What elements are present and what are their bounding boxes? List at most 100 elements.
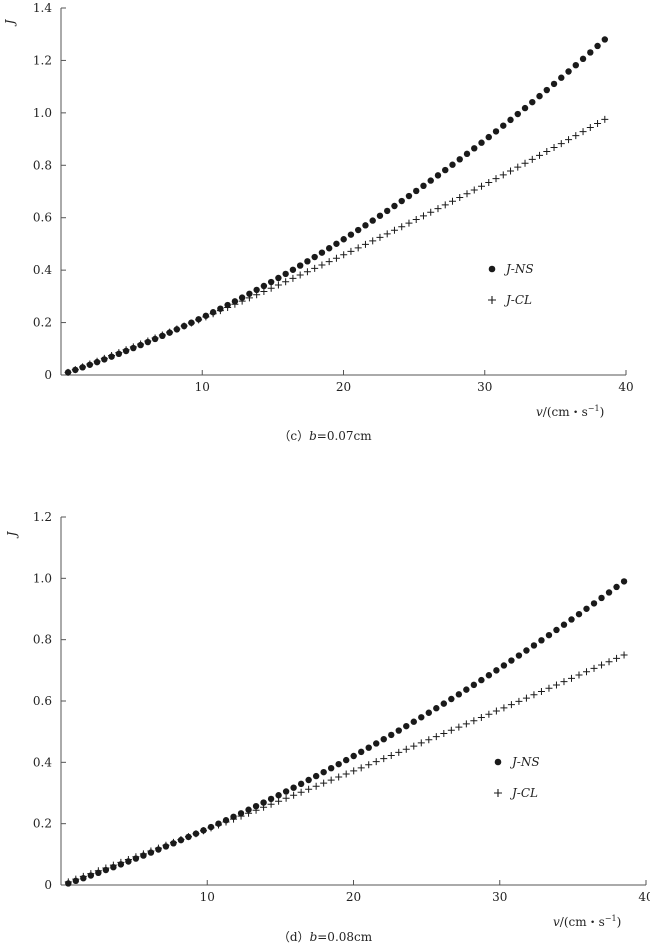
chart-d-x-tick-label: 40 (638, 890, 650, 904)
chart-d-point-j-cl (552, 681, 560, 689)
chart-c-point-j-cl (470, 186, 478, 194)
chart-c-point-j-ns (246, 290, 253, 297)
chart-d-point-j-cl (79, 872, 87, 880)
chart-d-point-j-ns (590, 600, 598, 607)
chart-d-point-j-ns (583, 605, 590, 612)
chart-d-point-j-cl (342, 770, 350, 778)
chart-c-point-j-cl (492, 175, 500, 183)
chart-d-point-j-cl (147, 847, 155, 855)
chart-d-point-j-cl (305, 785, 313, 793)
chart-d-legend-label-j-ns: J-NS (509, 755, 540, 769)
chart-d-point-j-ns (252, 802, 260, 810)
chart-c-point-j-ns (579, 55, 587, 63)
chart-d-caption: （d）b=0.08cm (278, 930, 373, 944)
chart-c-point-j-ns (340, 236, 347, 243)
chart-d-series (64, 578, 628, 887)
chart-c-point-j-ns (384, 207, 391, 215)
chart-c-legend-marker-j-ns (488, 265, 496, 273)
chart-d-point-j-ns (463, 686, 470, 693)
chart-d-point-j-ns (275, 792, 282, 799)
chart-c-point-j-cl (499, 171, 507, 179)
chart-c-point-j-ns (427, 177, 434, 184)
chart-d: 10 20 30 40 0 0.2 0.4 0.6 0.8 1.0 1.2 J v/(cm・s−1… (5, 510, 650, 944)
chart-d-point-j-cl (72, 875, 80, 883)
chart-c-point-j-ns (601, 36, 609, 43)
chart-d-point-j-ns (365, 744, 372, 751)
chart-d-y-ticks: 0 0.2 0.4 0.6 0.8 1.0 1.2 (33, 510, 66, 892)
chart-c-point-j-cl (318, 261, 326, 269)
chart-c-point-j-cl (158, 331, 166, 339)
chart-c-point-j-ns (413, 187, 420, 195)
chart-c-point-j-cl (137, 340, 145, 348)
chart-d-point-j-ns (605, 589, 613, 596)
chart-d-y-tick-label: 1.2 (33, 510, 52, 524)
chart-d-point-j-cl (275, 797, 283, 805)
chart-c-y-tick-label: 0.6 (33, 211, 52, 225)
chart-c-point-j-cl (79, 363, 87, 371)
chart-d-point-j-cl (590, 664, 598, 672)
chart-d-point-j-cl (575, 671, 583, 679)
chart-d-point-j-cl (207, 824, 215, 832)
chart-d-point-j-ns (568, 616, 575, 623)
chart-d-point-j-cl (252, 806, 260, 814)
chart-c-point-j-cl (427, 208, 435, 216)
chart-d-point-j-cl (177, 836, 185, 844)
chart-d-point-j-cl (492, 707, 500, 715)
chart-c-point-j-ns (391, 202, 398, 210)
chart-c-x-ticks: 10 20 30 40 (195, 370, 634, 394)
chart-d-point-j-ns (598, 594, 605, 602)
chart-d-x-tick-label: 30 (492, 890, 507, 904)
chart-d-point-j-cl (192, 830, 200, 838)
chart-c-point-j-cl (108, 352, 116, 360)
chart-d-point-j-cl (132, 853, 140, 861)
chart-d-point-j-cl (230, 815, 238, 823)
chart-c-point-j-cl (405, 219, 413, 227)
chart-c-point-j-cl (238, 297, 246, 305)
chart-c-point-j-ns (267, 278, 275, 286)
chart-d-point-j-ns (425, 709, 432, 716)
chart-c-point-j-ns (442, 166, 449, 174)
chart-c-point-j-ns (463, 150, 471, 158)
chart-d-point-j-cl (109, 861, 117, 869)
chart-d-x-tick-label: 10 (200, 890, 215, 904)
chart-d-y-tick-label: 0.4 (33, 755, 52, 769)
chart-d-point-j-cl (545, 684, 553, 692)
chart-c-point-j-cl (216, 307, 224, 315)
chart-c-point-j-cl (528, 155, 536, 163)
chart-c-point-j-cl (267, 284, 275, 292)
chart-d-point-j-ns (523, 647, 530, 654)
chart-d-point-j-cl (222, 818, 230, 826)
chart-c-legend-marker-j-cl (488, 296, 496, 304)
chart-c-point-j-ns (355, 226, 362, 234)
chart-d-point-j-ns (403, 722, 410, 730)
chart-c-point-j-cl (332, 254, 340, 262)
chart-d-point-j-ns (448, 695, 455, 703)
chart-c-point-j-cl (369, 237, 377, 245)
chart-c-x-tick-label: 20 (336, 380, 351, 394)
chart-d-point-j-cl (94, 867, 102, 875)
chart-c-point-j-ns (536, 92, 543, 100)
chart-c-point-j-cl (412, 216, 420, 224)
chart-c-point-j-cl (144, 337, 152, 345)
chart-d-point-j-cl (260, 803, 268, 811)
chart-c-x-tick-label: 40 (618, 380, 633, 394)
chart-c-point-j-cl (296, 271, 304, 279)
chart-d-point-j-cl (267, 800, 275, 808)
chart-c-point-j-cl (71, 366, 79, 374)
chart-c-point-j-ns (296, 262, 304, 269)
chart-d-point-j-ns (493, 667, 500, 674)
chart-d-point-j-cl (237, 812, 245, 820)
chart-c-point-j-cl (383, 230, 391, 238)
chart-d-point-j-cl (215, 821, 223, 829)
chart-d-point-j-cl (500, 704, 508, 712)
chart-d-point-j-cl (87, 870, 95, 878)
chart-c-point-j-cl (253, 291, 261, 299)
chart-c-point-j-ns (398, 197, 405, 205)
chart-c-point-j-ns (543, 86, 550, 94)
chart-c-point-j-cl (180, 322, 188, 330)
chart-c-point-j-cl (463, 190, 471, 198)
chart-c-point-j-cl (274, 281, 282, 289)
chart-d-point-j-ns (327, 764, 335, 772)
chart-c-point-j-cl (398, 223, 406, 231)
chart-c-point-j-ns (434, 172, 442, 179)
